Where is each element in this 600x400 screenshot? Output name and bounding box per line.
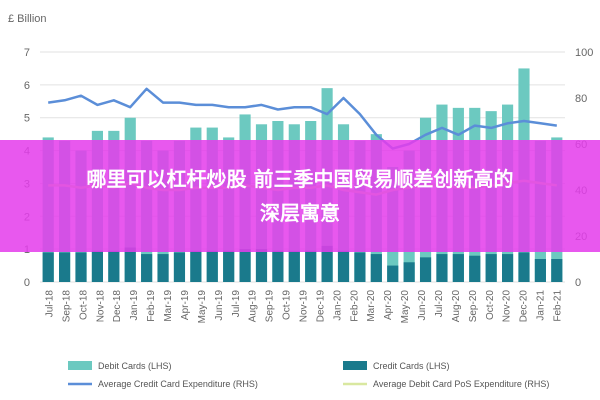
credit-bar	[190, 250, 202, 282]
credit-bar	[59, 252, 71, 282]
banner-line-2: 深层寓意	[260, 201, 340, 225]
x-tick-label: Jul-20	[434, 290, 445, 318]
x-tick-label: Oct-20	[485, 290, 496, 320]
legend-label-0: Debit Cards (LHS)	[98, 361, 172, 371]
x-tick-label: Sep-20	[468, 290, 479, 323]
credit-bar	[239, 249, 251, 282]
credit-bar	[387, 265, 399, 282]
credit-bar	[255, 249, 268, 282]
right-tick-label: 80	[575, 93, 587, 105]
credit-bar	[157, 254, 169, 282]
banner-text: 哪里可以杠杆炒股 前三季中国贸易顺差创新高的 深层寓意	[10, 162, 590, 230]
left-tick-label: 0	[24, 277, 30, 289]
credit-bar	[337, 250, 350, 282]
credit-bar	[108, 250, 120, 282]
x-tick-label: Jan-20	[332, 290, 343, 321]
x-tick-label: Jan-21	[536, 290, 547, 321]
x-tick-label: Nov-19	[299, 290, 310, 323]
left-tick-label: 6	[24, 80, 30, 92]
x-tick-label: Dec-19	[315, 290, 326, 323]
x-tick-label: Jul-18	[45, 290, 56, 318]
x-tick-label: May-20	[400, 290, 411, 324]
credit-bar	[321, 245, 333, 282]
credit-bar	[173, 252, 186, 282]
credit-bar	[452, 254, 464, 282]
credit-bar	[469, 255, 481, 282]
left-tick-label: 5	[24, 113, 30, 125]
credit-bar	[288, 250, 300, 282]
x-axis-ticks: Jul-18 Sep-18 Oct-18 Nov-18 Dec-18 Jan-19 Feb-…	[45, 290, 564, 324]
x-tick-label: Oct-18	[78, 290, 89, 320]
x-tick-label: Dec-20	[519, 290, 530, 323]
credit-bar	[534, 259, 546, 282]
x-tick-label: Nov-20	[502, 290, 513, 323]
credit-bar	[124, 247, 136, 282]
x-tick-label: Jun-20	[417, 290, 428, 321]
legend-label-3: Average Debit Card PoS Expenditure (RHS)	[373, 379, 549, 389]
credit-bar	[485, 254, 497, 282]
left-axis-label: £ Billion	[8, 13, 47, 25]
credit-bar	[272, 250, 284, 282]
credit-bar	[141, 254, 153, 282]
right-tick-label: 100	[575, 47, 593, 59]
x-tick-label: Nov-18	[95, 290, 106, 323]
x-tick-label: Sep-18	[61, 290, 72, 323]
legend-swatch-1	[343, 361, 367, 370]
banner-line-1: 哪里可以杠杆炒股 前三季中国贸易顺差创新高的	[86, 167, 514, 191]
credit-bar	[419, 257, 432, 282]
credit-bar	[75, 252, 87, 282]
legend-label-1: Credit Cards (LHS)	[373, 361, 450, 371]
left-tick-label: 7	[24, 47, 30, 59]
credit-bar	[436, 254, 448, 282]
credit-bar	[91, 250, 103, 282]
x-tick-label: Jun-19	[214, 290, 225, 321]
credit-bar	[206, 250, 218, 282]
credit-bar	[518, 252, 530, 282]
legend: Debit Cards (LHS) Credit Cards (LHS) Avera…	[68, 361, 549, 389]
x-tick-label: Feb-19	[146, 290, 157, 322]
x-tick-label: Mar-20	[366, 290, 377, 322]
x-tick-label: Feb-20	[349, 290, 360, 322]
x-tick-label: May-19	[197, 290, 208, 324]
x-tick-label: Aug-19	[248, 290, 259, 323]
credit-bar	[502, 254, 514, 282]
credit-bar	[223, 250, 235, 282]
credit-bar	[42, 252, 54, 282]
x-tick-label: Apr-20	[383, 290, 394, 320]
x-tick-label: Oct-19	[282, 290, 293, 320]
credit-bar	[551, 259, 563, 282]
x-tick-label: Apr-19	[180, 290, 191, 320]
credit-bar	[403, 262, 415, 282]
credit-expenditure-line	[48, 87, 557, 150]
legend-label-2: Average Credit Card Expenditure (RHS)	[98, 379, 258, 389]
credit-bar	[370, 254, 382, 282]
x-tick-label: Jan-19	[129, 290, 140, 321]
credit-bar	[354, 252, 366, 282]
x-tick-label: Feb-21	[553, 290, 564, 322]
x-tick-label: Sep-19	[265, 290, 276, 323]
x-tick-label: Jul-19	[231, 290, 242, 318]
legend-swatch-0	[68, 361, 92, 370]
x-tick-label: Dec-18	[112, 290, 123, 323]
right-tick-label: 0	[575, 277, 581, 289]
x-tick-label: Mar-19	[163, 290, 174, 322]
promo-banner: 哪里可以杠杆炒股 前三季中国贸易顺差创新高的 深层寓意	[0, 140, 600, 252]
x-tick-label: Aug-20	[451, 290, 462, 323]
credit-bar	[305, 250, 317, 282]
